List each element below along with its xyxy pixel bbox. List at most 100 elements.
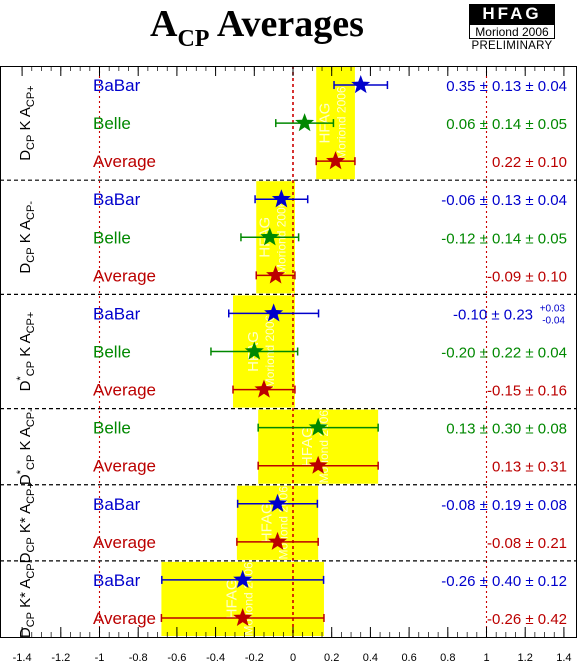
row-value-text: 0.35 ± 0.13 ± 0.04: [446, 78, 567, 95]
plot-frame: [0, 66, 577, 638]
logo-preliminary-text: PRELIMINARY: [471, 40, 553, 52]
row-name: BaBar: [93, 76, 141, 95]
x-tick-label: 1.2: [518, 652, 533, 664]
group-label-part: CP+: [25, 482, 37, 504]
star-marker: [260, 227, 280, 246]
row-value-text: 0.13 ± 0.31: [492, 459, 567, 476]
group-label-part: CP: [25, 361, 37, 376]
band-watermark-moriond: Moriond 2006: [335, 86, 349, 160]
row-name: Belle: [93, 343, 131, 362]
group-label-part: K* A: [17, 504, 34, 537]
row-name: Average: [93, 152, 156, 171]
group-label: DCP K* ACP-: [17, 559, 37, 638]
star-marker: [266, 265, 286, 284]
page-title: ACP Averages: [150, 2, 364, 52]
title-subscript: CP: [177, 26, 210, 52]
star-marker: [233, 569, 253, 588]
title-a: A: [150, 3, 178, 45]
row-name: BaBar: [93, 190, 141, 209]
group-label-part: K* A: [17, 579, 34, 612]
row-value-text: 0.13 ± 0.30 ± 0.08: [446, 421, 567, 438]
row-value-text: -0.15 ± 0.16: [487, 383, 567, 400]
group-label-part: K A: [17, 220, 34, 248]
group-label: DCP K ACP-: [17, 201, 37, 274]
row-name: Average: [93, 533, 156, 552]
row-value-text: -0.10 ± 0.23: [453, 306, 533, 323]
group-label: DCP K ACP+: [17, 85, 37, 160]
star-marker: [308, 417, 328, 436]
row-name: Average: [93, 609, 156, 628]
band-watermark-hfag: HFAG: [259, 502, 276, 543]
row-value-text: -0.12 ± 0.14 ± 0.05: [441, 230, 567, 247]
band-watermark-hfag: HFAG: [224, 579, 241, 620]
group-label: DCP K* ACP+: [17, 482, 37, 563]
x-tick-label: 0.2: [324, 652, 339, 664]
row-name: Belle: [93, 419, 131, 438]
x-tick-label: -0.4: [206, 652, 225, 664]
band-watermark-hfag: HFAG: [299, 426, 316, 467]
title-rest: Averages: [209, 3, 364, 45]
group-label-part: K A: [17, 107, 34, 135]
x-tick-label: -0.6: [167, 652, 186, 664]
row-name: Average: [93, 381, 156, 400]
star-marker: [271, 189, 291, 208]
star-marker: [326, 151, 346, 170]
row-name: Belle: [93, 228, 131, 247]
group-label-part: CP+: [25, 85, 37, 107]
star-marker: [233, 607, 253, 627]
row-value-text: 0.22 ± 0.10: [492, 154, 567, 171]
group-label-part: CP-: [25, 201, 37, 220]
row-value-sup: +0.03: [540, 303, 566, 314]
row-value-text: -0.06 ± 0.13 ± 0.04: [441, 192, 567, 209]
x-tick-label: -1: [95, 652, 105, 664]
group-label-part: *: [15, 375, 27, 380]
group-label-part: CP-: [25, 408, 37, 427]
group-label-part: D: [17, 150, 34, 161]
row-value-text: -0.08 ± 0.21: [487, 535, 567, 552]
star-marker: [264, 303, 284, 322]
row-value-text: -0.08 ± 0.19 ± 0.08: [441, 497, 567, 514]
row-name: BaBar: [93, 495, 141, 514]
row-value-text: -0.20 ± 0.22 ± 0.04: [441, 345, 567, 362]
logo-hfag-text: HFAG: [469, 4, 555, 24]
group-label: D*CP K ACP+: [15, 312, 37, 392]
x-tick-label: -0.8: [129, 652, 148, 664]
star-marker: [268, 531, 288, 550]
group-label-part: CP+: [25, 312, 37, 334]
row-name: BaBar: [93, 304, 141, 323]
group-label-part: D: [17, 474, 34, 485]
group-label-part: CP-: [25, 559, 37, 578]
star-marker: [308, 455, 328, 474]
star-marker: [295, 113, 315, 132]
group-label-part: CP: [25, 612, 37, 627]
x-tick-label: -1.2: [51, 652, 70, 664]
x-tick-label: 0.6: [401, 652, 416, 664]
x-tick-label: 0: [290, 652, 296, 664]
row-name: Belle: [93, 114, 131, 133]
group-label-part: K A: [17, 427, 34, 455]
row-name: Average: [93, 266, 156, 285]
row-value-text: -0.09 ± 0.10: [487, 268, 567, 285]
chart-title: ACP Averages: [150, 0, 450, 60]
group-label: D*CP K ACP-: [15, 408, 37, 485]
x-tick-label: 1: [483, 652, 489, 664]
row-value-text: -0.26 ± 0.42: [487, 611, 567, 628]
group-label-part: *: [15, 469, 27, 474]
x-tick-label: -1.4: [13, 652, 32, 664]
row-value-text: 0.06 ± 0.14 ± 0.05: [446, 116, 567, 133]
group-label-part: CP: [25, 455, 37, 470]
group-label-part: D: [17, 627, 34, 638]
row-name: BaBar: [93, 571, 141, 590]
x-tick-label: -0.2: [245, 652, 264, 664]
group-label-part: CP: [25, 247, 37, 262]
star-marker: [268, 493, 288, 512]
hfag-logo: HFAG Moriond 2006 PRELIMINARY: [455, 4, 570, 53]
x-tick-label: 1.4: [556, 652, 571, 664]
star-marker: [244, 341, 264, 360]
star-marker: [351, 75, 371, 94]
row-name: Average: [93, 457, 156, 476]
logo-conference-text: Moriond 2006: [469, 24, 555, 39]
x-tick-label: 0.4: [363, 652, 378, 664]
group-label-part: CP: [25, 537, 37, 552]
